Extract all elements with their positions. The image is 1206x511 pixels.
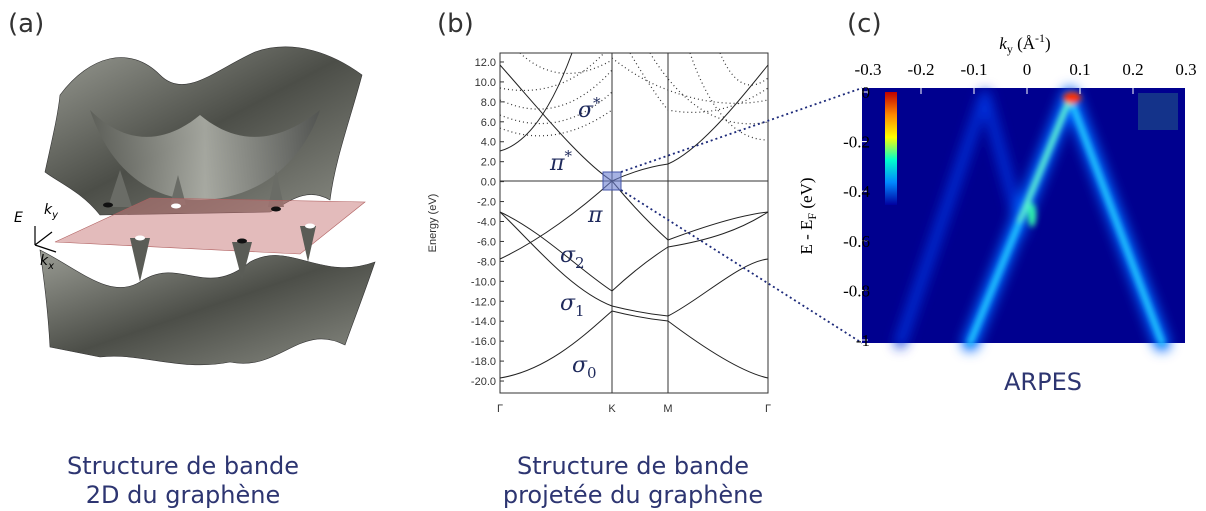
y-tick-label: -4.0 <box>477 217 496 229</box>
axis-label-base: k <box>44 202 53 218</box>
y-tick-label: -0.6 <box>843 232 870 251</box>
x-axis-label: ky (Å-1) <box>999 31 1050 56</box>
band-surface-3d <box>34 46 376 366</box>
x-tick-label: -0.2 <box>908 60 935 79</box>
band-label-index: * <box>564 147 572 165</box>
band-label: σ2 <box>560 243 585 272</box>
panel-label: (b) <box>437 9 474 39</box>
plot-frame <box>499 52 769 394</box>
x-tick-label: -0.1 <box>961 60 988 79</box>
band-label: σ1 <box>560 291 585 320</box>
y-tick-label: 10.0 <box>475 77 496 89</box>
band-label-symbol: π <box>549 151 565 176</box>
axis-label-part: k <box>999 34 1007 53</box>
y-tick-label: -20.0 <box>471 376 496 388</box>
band-label-index: 1 <box>575 302 585 320</box>
x-tick-label: 0.2 <box>1122 60 1143 79</box>
band-label: π* <box>549 147 572 176</box>
caption: Structure de bande <box>517 452 749 480</box>
axis-label-part: E - E <box>797 220 816 255</box>
y-tick-label: 8.0 <box>481 97 496 109</box>
band-label: π <box>587 203 603 228</box>
band-label-symbol: σ <box>572 353 588 378</box>
axis-label: E <box>14 210 23 226</box>
y-tick-label: -10.0 <box>471 276 496 288</box>
caption: ARPES <box>1004 368 1082 396</box>
y-tick-label: -16.0 <box>471 336 496 348</box>
zoom-connector <box>620 87 863 344</box>
axis-label-sub: x <box>47 261 54 272</box>
y-tick-label: -6.0 <box>477 236 496 248</box>
panel-label: (a) <box>8 9 44 39</box>
y-tick-label: -12.0 <box>471 296 496 308</box>
y-tick-label: -0.2 <box>843 133 870 152</box>
band-label-index: 0 <box>587 364 597 382</box>
y-tick-label: 2.0 <box>481 157 496 169</box>
y-tick-label: -18.0 <box>471 356 496 368</box>
x-tick-label: M <box>663 403 672 415</box>
x-tick-label: Γ <box>765 403 771 415</box>
caption: 2D du graphène <box>86 481 280 509</box>
y-tick-label: -0.8 <box>843 281 870 300</box>
y-tick-label: 0 <box>862 83 871 102</box>
y-tick-label: -8.0 <box>477 256 496 268</box>
axis-label: ky <box>44 202 59 221</box>
y-tick-label: 12.0 <box>475 57 496 69</box>
y-tick-label: -0.4 <box>843 182 870 201</box>
caption: projetée du graphène <box>503 481 763 509</box>
axis-label-sup: -1 <box>1035 31 1045 45</box>
y-tick-label: -2.0 <box>477 197 496 209</box>
y-tick-label: 6.0 <box>481 117 496 129</box>
y-tick-label: -1 <box>856 331 870 350</box>
x-tick-label: 0.3 <box>1175 60 1196 79</box>
arpes-image <box>862 87 1185 351</box>
zoom-box <box>602 171 622 191</box>
band-label-symbol: σ <box>560 243 576 268</box>
axis-label-part: ) <box>1045 34 1051 53</box>
axis-label-base: k <box>40 253 49 269</box>
axis-label-sub: y <box>51 210 59 221</box>
x-tick-label: 0 <box>1023 60 1032 79</box>
band-label-symbol: σ <box>578 98 594 123</box>
x-tick-label: 0.1 <box>1069 60 1090 79</box>
y-tick-label: 0.0 <box>481 177 496 189</box>
band-lines <box>499 52 769 393</box>
axis-label-part: (eV) <box>797 177 816 212</box>
band-label-symbol: σ <box>560 291 576 316</box>
band-label-index: * <box>593 94 601 112</box>
y-tick-label: 4.0 <box>481 137 496 149</box>
band-label: σ* <box>578 94 601 123</box>
axis-label: kx <box>40 253 54 272</box>
y-axis-label: Energy (eV) <box>427 194 439 253</box>
panel-label: (c) <box>847 9 882 39</box>
band-label: σ0 <box>572 353 597 382</box>
x-tick-label: Γ <box>497 403 503 415</box>
y-axis-label: E - EF (eV) <box>797 177 819 254</box>
band-label-index: 2 <box>575 254 585 272</box>
axis-label-sub: F <box>805 213 819 220</box>
axis-label-part: (Å <box>1013 34 1036 53</box>
y-tick-label: -14.0 <box>471 316 496 328</box>
caption: Structure de bande <box>67 452 299 480</box>
band-label-symbol: π <box>587 203 603 228</box>
x-tick-label: -0.3 <box>855 60 882 79</box>
x-tick-label: K <box>608 403 616 415</box>
axis-label-sub: y <box>1007 42 1013 56</box>
